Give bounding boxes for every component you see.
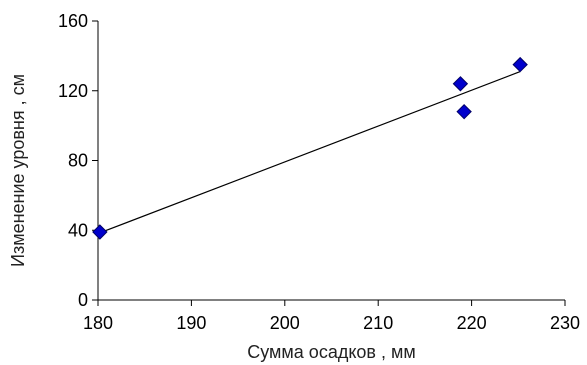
y-tick-label: 0 <box>78 290 88 310</box>
data-point-diamond <box>452 76 469 92</box>
data-point-diamond <box>92 224 108 240</box>
x-axis-ticks: 180 190 200 210 220 230 <box>83 300 580 333</box>
x-tick-label: 230 <box>550 313 580 333</box>
x-axis-title: Сумма осадков , мм <box>247 342 416 362</box>
data-points <box>92 56 528 240</box>
plot-area: 0 40 80 120 160 180 190 200 210 220 230 <box>58 11 580 333</box>
x-tick-label: 220 <box>457 313 487 333</box>
y-tick-label: 80 <box>68 151 88 171</box>
y-tick-label: 120 <box>58 81 88 101</box>
y-axis-title: Изменение уровня , см <box>8 74 28 267</box>
x-tick-label: 180 <box>83 313 113 333</box>
x-tick-label: 190 <box>176 313 206 333</box>
data-point-diamond <box>512 56 528 73</box>
data-point-diamond <box>456 103 472 120</box>
y-tick-label: 40 <box>68 220 88 240</box>
x-tick-label: 200 <box>270 313 300 333</box>
y-tick-label: 160 <box>58 11 88 31</box>
trend-line <box>99 71 521 234</box>
x-tick-label: 210 <box>363 313 393 333</box>
y-axis-ticks: 0 40 80 120 160 <box>58 11 98 310</box>
